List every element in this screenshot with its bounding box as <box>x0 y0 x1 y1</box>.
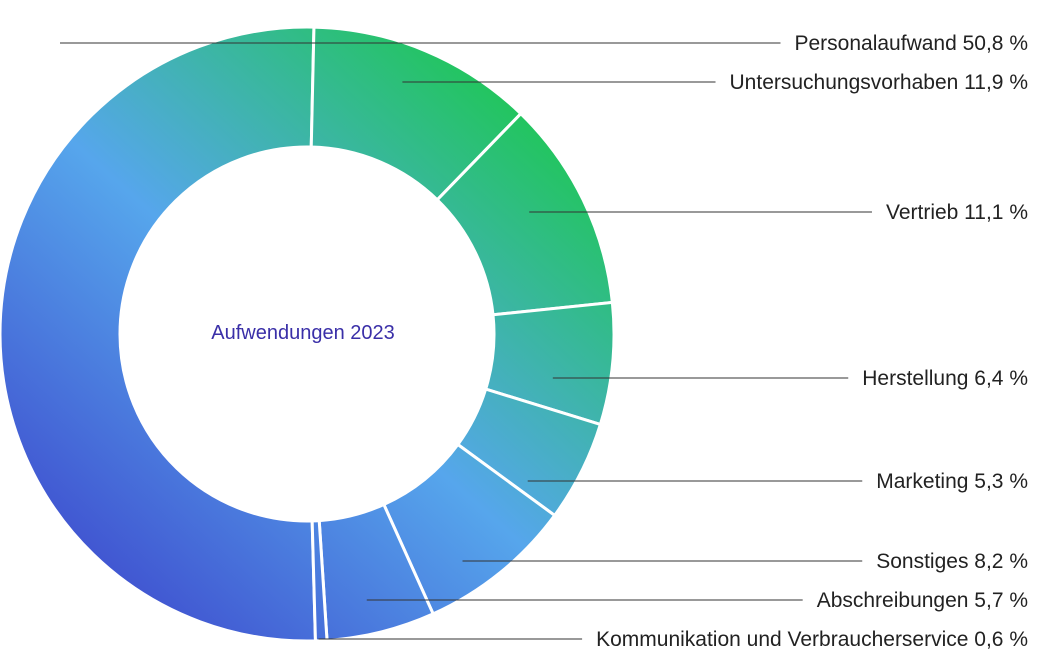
label-abschreibungen: Abschreibungen 5,7 % <box>817 589 1028 612</box>
slice-personalaufwand <box>0 25 318 643</box>
slice-kommunikation-und-verbraucherservice <box>310 519 329 643</box>
label-vertrieb: Vertrieb 11,1 % <box>886 201 1028 224</box>
label-untersuchungsvorhaben: Untersuchungsvorhaben 11,9 % <box>730 71 1028 94</box>
chart-title: Aufwendungen 2023 <box>211 322 395 344</box>
label-kommunikation-und-verbraucherservice: Kommunikation und Verbraucherservice 0,6… <box>596 628 1028 651</box>
leader-lines <box>60 42 872 640</box>
label-herstellung: Herstellung 6,4 % <box>862 367 1028 390</box>
label-personalaufwand: Personalaufwand 50,8 % <box>795 32 1029 55</box>
slice-labels: Personalaufwand 50,8 % Untersuchungsvorha… <box>596 32 1028 651</box>
donut-slices <box>0 25 616 643</box>
label-marketing: Marketing 5,3 % <box>876 470 1028 493</box>
label-sonstiges: Sonstiges 8,2 % <box>876 550 1028 573</box>
